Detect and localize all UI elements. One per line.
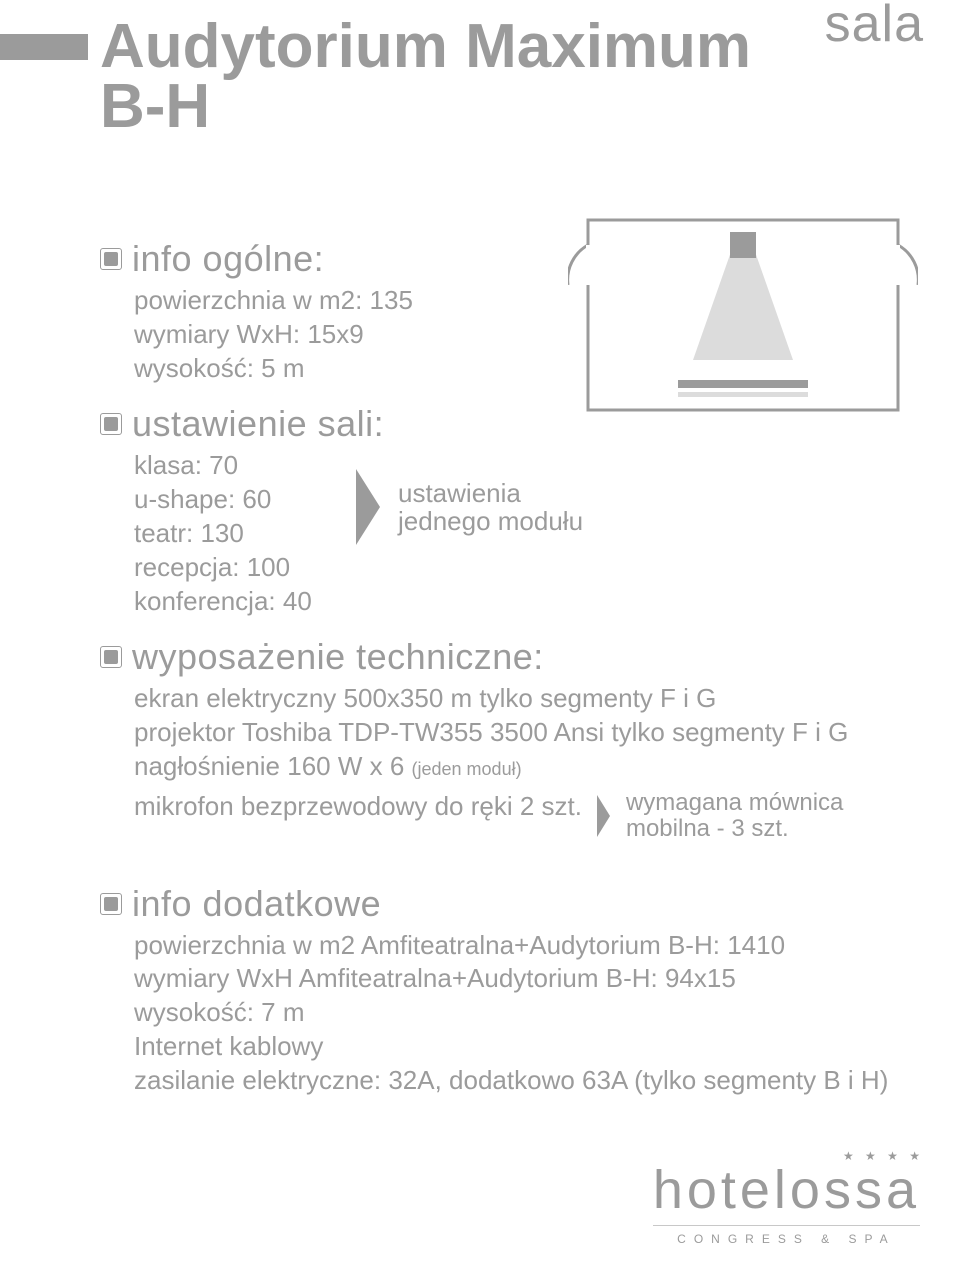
stars-icon: ★ ★ ★ ★ [843, 1149, 924, 1163]
bullet-icon [100, 893, 122, 915]
tech-line: projektor Toshiba TDP-TW355 3500 Ansi ty… [134, 716, 920, 750]
header-bar [0, 34, 88, 60]
heading-info-dodatkowe: info dodatkowe [132, 883, 381, 925]
info-line: wysokość: 5 m [134, 352, 920, 386]
setup-item: teatr: 130 [134, 517, 354, 551]
tech-note-line: wymagana mównica [626, 790, 843, 816]
info-line: wysokość: 7 m [134, 996, 920, 1030]
setup-note-line: ustawienia [398, 479, 583, 508]
bullet-icon [100, 248, 122, 270]
setup-note-line: jednego modułu [398, 507, 583, 536]
setup-list: klasa: 70 u-shape: 60 teatr: 130 recepcj… [134, 449, 354, 618]
info-line: wymiary WxH Amfiteatralna+Audytorium B-H… [134, 962, 920, 996]
hotel-logo: hotelossa ★ ★ ★ ★ [653, 1159, 920, 1221]
tech-line: nagłośnienie 160 W x 6 (jeden moduł) [134, 750, 920, 784]
content: info ogólne: powierzchnia w m2: 135 wymi… [100, 220, 920, 1098]
setup-item: klasa: 70 [134, 449, 354, 483]
section-wyposazenie: wyposażenie techniczne: ekran elektryczn… [100, 636, 920, 842]
tagline: CONGRESS & SPA [653, 1232, 920, 1246]
sala-label: sala [825, 0, 924, 54]
setup-item: recepcja: 100 [134, 551, 354, 585]
bullet-icon [100, 413, 122, 435]
page-subtitle: B-H [100, 76, 940, 138]
bullet-icon [100, 646, 122, 668]
arrow-right-icon [354, 467, 384, 547]
setup-item: u-shape: 60 [134, 483, 354, 517]
info-line: wymiary WxH: 15x9 [134, 318, 920, 352]
heading-wyposazenie: wyposażenie techniczne: [132, 636, 544, 678]
info-line: powierzchnia w m2: 135 [134, 284, 920, 318]
logo-underline [653, 1225, 920, 1226]
info-line: powierzchnia w m2 Amfiteatralna+Audytori… [134, 929, 920, 963]
section-info-dodatkowe: info dodatkowe powierzchnia w m2 Amfitea… [100, 883, 920, 1098]
section-ustawienie-sali: ustawienie sali: klasa: 70 u-shape: 60 t… [100, 403, 920, 618]
heading-info-ogolne: info ogólne: [132, 238, 324, 280]
section-info-ogolne: info ogólne: powierzchnia w m2: 135 wymi… [100, 238, 920, 385]
header: sala Audytorium Maximum B-H [100, 0, 940, 138]
heading-ustawienie-sali: ustawienie sali: [132, 403, 384, 445]
page-title: Audytorium Maximum [100, 16, 940, 78]
setup-note: ustawienia jednego modułu [354, 467, 583, 547]
footer: hotelossa ★ ★ ★ ★ CONGRESS & SPA [653, 1159, 920, 1246]
info-line: Internet kablowy [134, 1030, 920, 1064]
tech-note-line: mobilna - 3 szt. [626, 816, 843, 842]
tech-line: ekran elektryczny 500x350 m tylko segmen… [134, 682, 920, 716]
tech-line: mikrofon bezprzewodowy do ręki 2 szt. [134, 790, 582, 824]
arrow-right-icon [596, 794, 612, 838]
setup-item: konferencja: 40 [134, 585, 354, 619]
info-line: zasilanie elektryczne: 32A, dodatkowo 63… [134, 1064, 920, 1098]
